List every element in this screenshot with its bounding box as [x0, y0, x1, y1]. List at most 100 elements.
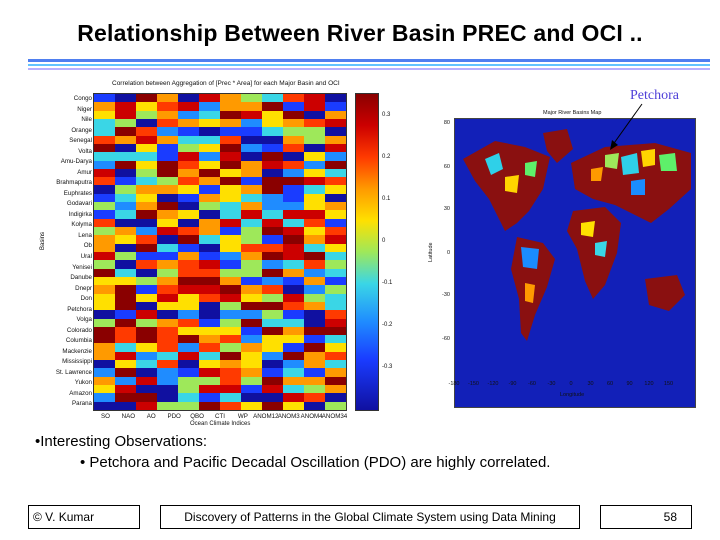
heatmap-cell [136, 143, 157, 153]
heatmap-cell [241, 376, 262, 386]
heatmap-cell [199, 177, 220, 186]
heatmap-cell [136, 343, 157, 352]
heatmap-cell [304, 168, 325, 178]
heatmap-cell [262, 218, 283, 228]
heatmap-cell [199, 301, 220, 311]
heatmap-cell [241, 235, 262, 244]
heatmap-cell [136, 260, 157, 269]
heatmap-cell [220, 376, 241, 386]
heatmap-cell [115, 202, 136, 211]
heatmap-cell [157, 110, 178, 119]
heatmap-cell [199, 118, 220, 128]
land-africa [567, 207, 621, 299]
heatmap-cell [157, 94, 178, 103]
heatmap-cell [262, 135, 283, 144]
heatmap-cell [115, 118, 136, 128]
heatmap-cell [220, 335, 241, 344]
title-underline-3 [28, 68, 710, 70]
heatmap-cell [136, 185, 157, 194]
heatmap-cell [241, 243, 262, 252]
heatmap-cell [94, 177, 115, 186]
basin-patch [485, 153, 503, 175]
heatmap-cell [304, 385, 325, 394]
heatmap-cell [178, 118, 199, 128]
heatmap-cell [262, 343, 283, 352]
heatmap-cell [304, 160, 325, 169]
footer-page-number: 58 [600, 505, 692, 529]
lon-tick: -120 [487, 381, 499, 387]
heatmap-cell [115, 177, 136, 186]
heatmap-cell [136, 118, 157, 128]
heatmap-cell [199, 202, 220, 211]
heatmap-cell [283, 368, 304, 377]
index-label: PDO [167, 413, 181, 420]
heatmap-cell [136, 235, 157, 244]
heatmap-cell [262, 285, 283, 294]
heatmap-cell [283, 326, 304, 336]
heatmap-cell [283, 343, 304, 352]
heatmap-cell [325, 301, 346, 311]
lat-tick: 0 [446, 250, 450, 256]
heatmap-cell [157, 127, 178, 136]
lon-tick: 120 [644, 381, 654, 387]
colorbar-tick: 0.1 [382, 196, 391, 202]
heatmap-cell [241, 326, 262, 336]
heatmap-cell [262, 335, 283, 344]
heatmap-cell [115, 310, 136, 319]
heatmap-cell [283, 276, 304, 286]
heatmap-cell [283, 177, 304, 186]
heatmap-cell [325, 94, 346, 103]
heatmap-cell [220, 293, 241, 302]
heatmap-cell [241, 177, 262, 186]
heatmap-cell [115, 143, 136, 153]
heatmap-cell [136, 202, 157, 211]
title-underline-1 [28, 59, 710, 62]
heatmap-cell [220, 218, 241, 228]
heatmap-cell [178, 318, 199, 327]
heatmap-cell [241, 185, 262, 194]
heatmap-cell [325, 376, 346, 386]
heatmap-cell [325, 135, 346, 144]
heatmap-cell [115, 276, 136, 286]
world-basin-map [454, 118, 696, 408]
heatmap-cell [325, 227, 346, 236]
heatmap-cell [94, 94, 115, 103]
heatmap-cell [157, 401, 178, 410]
heatmap-cell [283, 152, 304, 161]
basin-label: Parana [72, 400, 92, 408]
heatmap-cell [241, 202, 262, 211]
basin-patch [525, 283, 535, 303]
heatmap-cell [178, 335, 199, 344]
heatmap-cell [157, 343, 178, 352]
heatmap-cell [241, 102, 262, 111]
heatmap-cell [262, 310, 283, 319]
heatmap-cell [94, 268, 115, 277]
heatmap-cell [178, 168, 199, 178]
heatmap-cell [136, 152, 157, 161]
heatmap-cell [115, 385, 136, 394]
basin-label: Yenisei [72, 263, 92, 271]
basin-label: Senegal [69, 137, 92, 145]
lon-tick: 90 [626, 381, 633, 387]
heatmap-cell [199, 268, 220, 277]
heatmap-cell [94, 376, 115, 386]
heatmap-cell [304, 193, 325, 203]
heatmap-cell [115, 94, 136, 103]
callout-arrowhead [610, 140, 618, 150]
heatmap-cell [325, 110, 346, 119]
heatmap-cell [199, 218, 220, 228]
heatmap-cell [304, 293, 325, 302]
heatmap-cell [94, 127, 115, 136]
heatmap-cell [199, 102, 220, 111]
heatmap-cell [94, 210, 115, 219]
heatmap-cell [325, 251, 346, 261]
heatmap-cell [94, 285, 115, 294]
heatmap-cell [304, 102, 325, 111]
heatmap-cell [241, 276, 262, 286]
basin-label: Danube [70, 274, 92, 282]
heatmap-cell [157, 235, 178, 244]
heatmap-cell [157, 276, 178, 286]
heatmap-cell [199, 160, 220, 169]
heatmap-cell [220, 393, 241, 402]
heatmap-cell [199, 210, 220, 219]
